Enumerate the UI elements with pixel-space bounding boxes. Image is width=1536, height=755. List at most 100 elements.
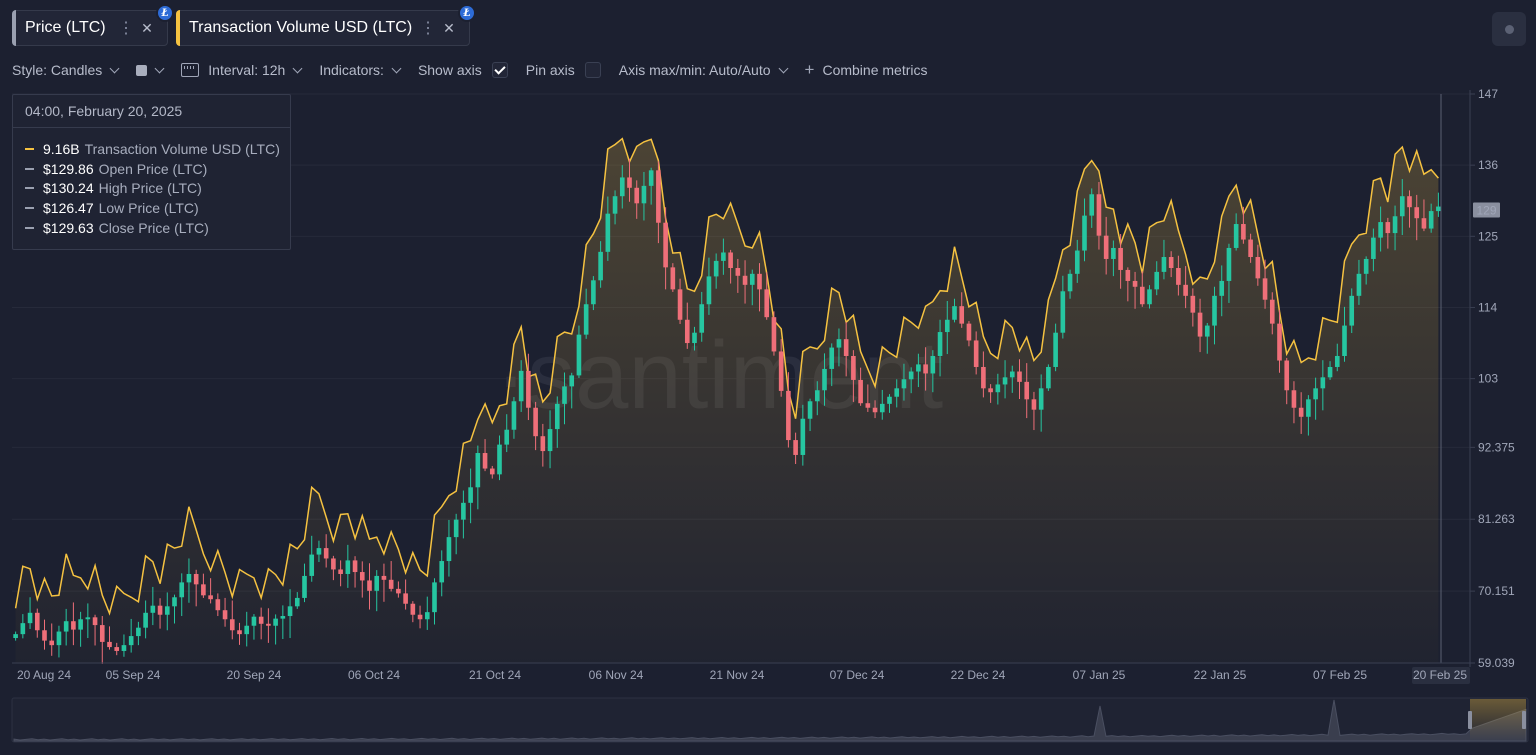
pin-axis-label: Pin axis xyxy=(525,62,575,78)
candle-body xyxy=(916,364,921,372)
candle-body xyxy=(1147,289,1152,305)
candle-body xyxy=(403,593,408,604)
candle-body xyxy=(858,379,863,404)
tooltip-row: $129.86 Open Price (LTC) xyxy=(13,159,290,179)
candle-body xyxy=(778,351,784,391)
axis-minmax-label: Axis max/min: Auto/Auto xyxy=(618,62,771,78)
candle-body xyxy=(1038,388,1044,410)
navigator-handle-left xyxy=(1468,711,1472,729)
candle-body xyxy=(1233,224,1239,248)
candle-body xyxy=(432,582,437,613)
y-tick-label: 59.039 xyxy=(1478,656,1515,670)
candle-body xyxy=(417,614,423,620)
color-dropdown[interactable] xyxy=(136,63,165,76)
candle-body xyxy=(410,603,416,615)
plus-icon: + xyxy=(804,60,815,79)
navigator-series xyxy=(13,699,1527,742)
candle-body xyxy=(749,273,755,285)
tab-price-ltc[interactable]: Price (LTC) ⋮ ✕ Ł xyxy=(12,4,174,46)
candle-body xyxy=(576,334,582,376)
style-dropdown[interactable]: Style: Candles xyxy=(12,62,120,78)
close-icon[interactable]: ✕ xyxy=(141,19,153,36)
color-swatch xyxy=(136,64,148,76)
interval-label: Interval: 12h xyxy=(208,62,286,78)
candle-body xyxy=(1320,377,1326,389)
candle-body xyxy=(1082,215,1087,251)
candle-body xyxy=(1334,355,1340,367)
tab-transaction-volume[interactable]: Transaction Volume USD (LTC) ⋮ ✕ Ł xyxy=(176,4,476,46)
show-axis-toggle[interactable]: Show axis xyxy=(418,62,508,78)
candle-body xyxy=(836,339,842,348)
candle-body xyxy=(1407,196,1412,208)
navigator-handle-right xyxy=(1522,711,1526,729)
interval-dropdown[interactable]: Interval: 12h xyxy=(181,62,303,78)
candle-body xyxy=(959,306,965,324)
tooltip-series-name: High Price (LTC) xyxy=(98,180,202,197)
candle-body xyxy=(1125,269,1131,281)
close-icon[interactable]: ✕ xyxy=(443,19,455,36)
candle-body xyxy=(424,612,430,620)
candle-body xyxy=(814,390,820,402)
candle-body xyxy=(944,319,950,333)
navigator-window xyxy=(1470,699,1526,741)
candle-body xyxy=(923,364,928,374)
candle-body xyxy=(634,187,640,204)
more-options-icon[interactable]: ⋮ xyxy=(420,20,436,37)
candle-body xyxy=(540,436,546,452)
candle-body xyxy=(952,306,957,320)
combine-metrics-button[interactable]: + Combine metrics xyxy=(805,60,928,80)
show-axis-label: Show axis xyxy=(417,62,482,78)
navigator[interactable] xyxy=(11,697,1529,743)
indicators-dropdown[interactable]: Indicators: xyxy=(319,62,402,78)
candle-body xyxy=(1399,196,1405,217)
candle-body xyxy=(294,597,300,607)
show-axis-checkbox[interactable] xyxy=(491,62,508,78)
candle-body xyxy=(222,610,228,620)
candle-body xyxy=(822,368,827,391)
chart-tooltip: 04:00, February 20, 2025 9.16B Transactio… xyxy=(12,94,291,250)
candle-body xyxy=(1226,247,1232,281)
candle-body xyxy=(1096,194,1102,236)
settings-button[interactable] xyxy=(1492,12,1526,46)
candle-body xyxy=(742,275,748,285)
candle-body xyxy=(374,575,380,591)
pin-axis-checkbox[interactable] xyxy=(584,62,601,78)
candle-body xyxy=(27,612,33,624)
y-tick-label: 114 xyxy=(1478,300,1497,314)
candle-body xyxy=(865,403,871,408)
tooltip-series-name: Open Price (LTC) xyxy=(98,160,208,177)
more-options-icon[interactable]: ⋮ xyxy=(118,20,134,37)
candle-body xyxy=(446,537,452,562)
candle-body xyxy=(901,379,907,389)
candle-body xyxy=(1436,206,1441,212)
candle-body xyxy=(359,572,365,581)
candle-body xyxy=(728,252,733,269)
candle-body xyxy=(1002,377,1008,385)
candle-body xyxy=(612,196,618,214)
axis-minmax-dropdown[interactable]: Axis max/min: Auto/Auto xyxy=(618,62,788,78)
candle-body xyxy=(511,401,517,430)
candle-body xyxy=(71,621,76,630)
candle-body xyxy=(1262,278,1268,300)
metric-tabs: Price (LTC) ⋮ ✕ Ł Transaction Volume USD… xyxy=(12,4,476,48)
candle-body xyxy=(1342,325,1347,356)
candle-body xyxy=(1414,207,1420,219)
candle-body xyxy=(547,429,553,452)
candle-body xyxy=(164,606,170,615)
candle-body xyxy=(186,573,192,583)
candle-body xyxy=(266,623,271,626)
candle-body xyxy=(504,429,510,445)
candle-body xyxy=(381,575,387,580)
candle-body xyxy=(1154,271,1160,290)
candle-body xyxy=(533,407,538,437)
tooltip-value: $130.24 xyxy=(43,180,94,197)
candle-body xyxy=(851,355,856,380)
pin-axis-toggle[interactable]: Pin axis xyxy=(526,62,601,78)
candle-body xyxy=(1378,222,1383,238)
candle-body xyxy=(345,560,351,574)
candle-body xyxy=(309,554,315,576)
candle-body xyxy=(1241,224,1246,240)
candle-body xyxy=(128,636,134,646)
tab-label: Price (LTC) xyxy=(25,19,106,36)
